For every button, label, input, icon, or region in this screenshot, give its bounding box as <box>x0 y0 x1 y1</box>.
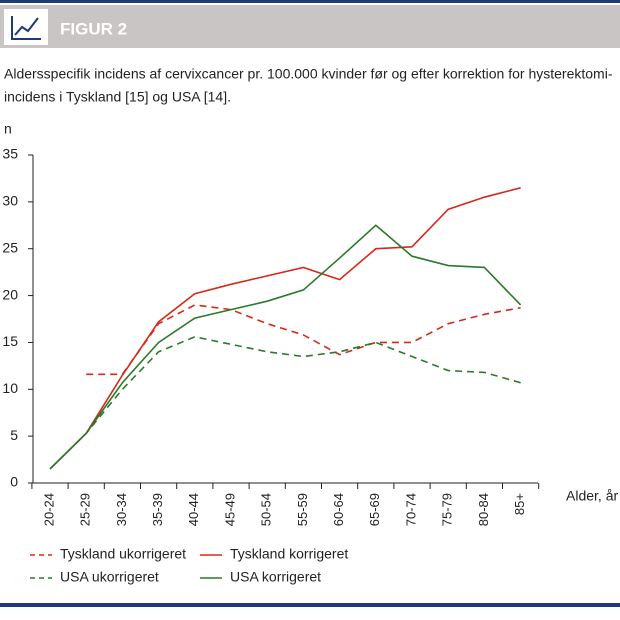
y-tick-label: 0 <box>10 474 18 490</box>
x-tick-label: 75-79 <box>440 493 455 526</box>
figure-label: FIGUR 2 <box>60 19 127 38</box>
x-tick-label: 80-84 <box>476 493 491 526</box>
y-tick-label: 15 <box>2 333 18 349</box>
x-tick-label: 30-34 <box>114 493 129 526</box>
bottom-rule <box>0 603 620 607</box>
x-tick-label: 55-59 <box>295 493 310 526</box>
x-tick-label: 25-29 <box>78 493 93 526</box>
caption: Aldersspecifik incidens af cervixcancer … <box>4 66 613 82</box>
y-tick-label: 35 <box>2 146 18 162</box>
y-tick-label: 20 <box>2 286 18 302</box>
legend-label: USA korrigeret <box>230 569 321 585</box>
y-tick-label: 5 <box>10 427 18 443</box>
x-tick-label: 35-39 <box>150 493 165 526</box>
x-tick-label: 60-64 <box>331 493 346 526</box>
top-rule <box>0 0 620 3</box>
legend-label: Tyskland ukorrigeret <box>60 546 186 562</box>
x-tick-label: 45-49 <box>222 493 237 526</box>
series-line <box>49 224 522 470</box>
x-tick-label: 65-69 <box>367 493 382 526</box>
series-line <box>49 187 521 470</box>
y-tick-label: 25 <box>2 239 18 255</box>
x-axis-label: Alder, år <box>566 488 618 504</box>
x-tick-label: 85+ <box>512 493 527 515</box>
x-tick-label: 50-54 <box>259 493 274 526</box>
icon <box>11 16 41 40</box>
y-tick-label: 10 <box>2 380 18 396</box>
y-tick-label: 30 <box>2 193 18 209</box>
series-line <box>86 304 521 376</box>
header-band <box>0 5 620 48</box>
x-tick-label: 40-44 <box>186 493 201 526</box>
series-line <box>49 335 521 470</box>
caption: incidens i Tyskland [15] og USA [14]. <box>4 89 231 105</box>
legend-label: USA ukorrigeret <box>60 569 159 585</box>
legend-label: Tyskland korrigeret <box>230 546 348 562</box>
x-tick-label: 70-74 <box>403 493 418 526</box>
x-tick-label: 20-24 <box>41 493 56 526</box>
y-axis-label: n <box>4 121 12 137</box>
